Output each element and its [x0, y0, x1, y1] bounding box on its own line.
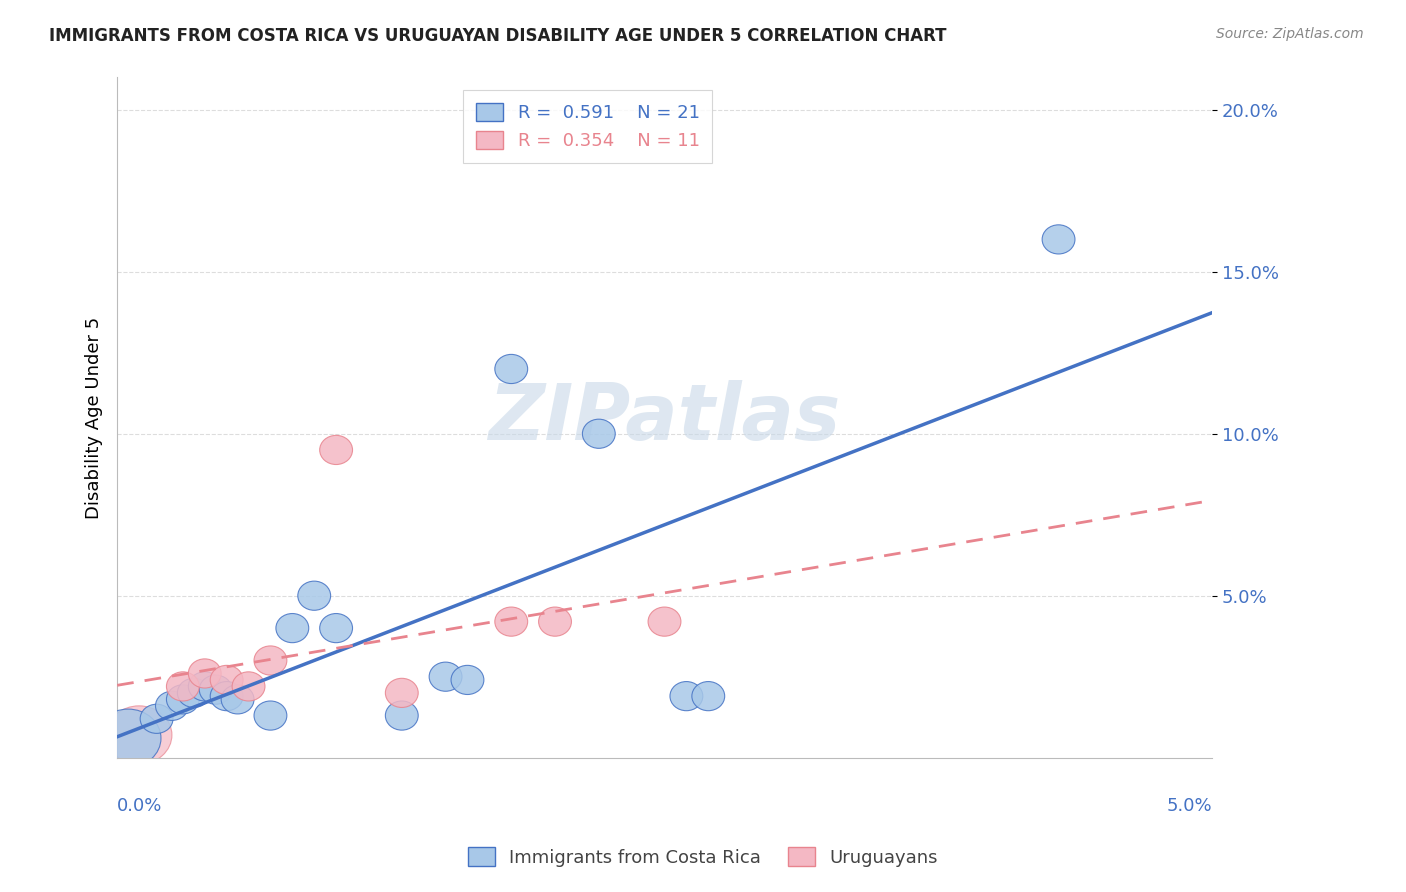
Ellipse shape [298, 581, 330, 610]
Ellipse shape [538, 607, 571, 636]
Text: Source: ZipAtlas.com: Source: ZipAtlas.com [1216, 27, 1364, 41]
Text: 0.0%: 0.0% [117, 797, 163, 814]
Ellipse shape [385, 678, 418, 707]
Ellipse shape [96, 709, 160, 767]
Ellipse shape [385, 701, 418, 731]
Ellipse shape [254, 701, 287, 731]
Text: IMMIGRANTS FROM COSTA RICA VS URUGUAYAN DISABILITY AGE UNDER 5 CORRELATION CHART: IMMIGRANTS FROM COSTA RICA VS URUGUAYAN … [49, 27, 946, 45]
Ellipse shape [648, 607, 681, 636]
Ellipse shape [692, 681, 724, 711]
Ellipse shape [188, 672, 221, 701]
Ellipse shape [211, 665, 243, 695]
Ellipse shape [188, 659, 221, 688]
Ellipse shape [429, 662, 463, 691]
Text: 5.0%: 5.0% [1166, 797, 1212, 814]
Ellipse shape [177, 678, 211, 707]
Ellipse shape [319, 435, 353, 465]
Ellipse shape [141, 704, 173, 733]
Y-axis label: Disability Age Under 5: Disability Age Under 5 [86, 317, 103, 518]
Ellipse shape [1042, 225, 1076, 254]
Ellipse shape [166, 685, 200, 714]
Ellipse shape [671, 681, 703, 711]
Ellipse shape [582, 419, 616, 449]
Ellipse shape [221, 685, 254, 714]
Ellipse shape [495, 354, 527, 384]
Ellipse shape [200, 675, 232, 704]
Ellipse shape [451, 665, 484, 695]
Ellipse shape [107, 706, 172, 764]
Ellipse shape [156, 691, 188, 721]
Ellipse shape [276, 614, 309, 642]
Ellipse shape [232, 672, 264, 701]
Legend: Immigrants from Costa Rica, Uruguayans: Immigrants from Costa Rica, Uruguayans [461, 840, 945, 874]
Ellipse shape [495, 607, 527, 636]
Text: ZIPatlas: ZIPatlas [488, 380, 841, 456]
Ellipse shape [166, 672, 200, 701]
Ellipse shape [211, 681, 243, 711]
Legend: R =  0.591    N = 21, R =  0.354    N = 11: R = 0.591 N = 21, R = 0.354 N = 11 [464, 90, 713, 163]
Ellipse shape [254, 646, 287, 675]
Ellipse shape [319, 614, 353, 642]
